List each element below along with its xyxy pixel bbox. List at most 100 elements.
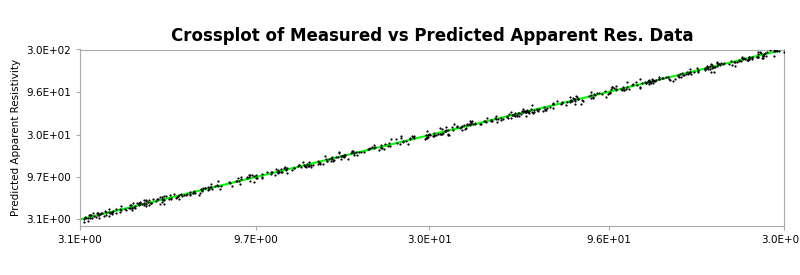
Point [364, 146, 377, 150]
Point [685, 72, 698, 76]
Point [643, 79, 656, 84]
Point [550, 99, 563, 103]
Point [763, 48, 776, 52]
Point [193, 193, 206, 197]
Point [522, 110, 534, 114]
Point [204, 185, 217, 189]
Point [420, 136, 433, 140]
Point [564, 99, 577, 104]
Point [626, 81, 639, 86]
Point [293, 162, 306, 167]
Point [610, 84, 622, 89]
Point [376, 145, 389, 150]
Point [132, 200, 145, 205]
Point [618, 87, 630, 92]
Point [439, 129, 452, 133]
Point [513, 111, 526, 116]
Point [454, 126, 466, 130]
Point [177, 193, 190, 197]
Point [158, 198, 170, 202]
Point [311, 162, 324, 166]
Point [478, 119, 491, 123]
Point [394, 136, 407, 141]
Point [519, 110, 532, 114]
Point [420, 133, 433, 137]
Point [379, 142, 392, 147]
Point [456, 123, 469, 128]
Point [102, 210, 115, 214]
Point [547, 106, 560, 110]
Point [712, 62, 725, 66]
Point [577, 99, 590, 103]
Point [106, 210, 118, 214]
Point [754, 50, 766, 54]
Point [375, 145, 388, 150]
Point [469, 121, 482, 125]
Point [234, 182, 247, 186]
Point [299, 164, 312, 169]
Point [756, 56, 769, 60]
Point [538, 106, 551, 111]
Point [110, 210, 122, 215]
Point [678, 73, 690, 77]
Point [335, 153, 348, 158]
Point [434, 131, 446, 136]
Point [705, 70, 718, 74]
Point [735, 59, 748, 63]
Point [106, 209, 119, 213]
Point [433, 126, 446, 130]
Point [114, 210, 126, 214]
Point [179, 193, 192, 197]
Point [518, 109, 530, 113]
Point [187, 191, 200, 196]
Point [325, 159, 338, 163]
Point [98, 213, 110, 218]
Point [454, 124, 467, 129]
Point [531, 108, 544, 112]
Point [156, 195, 169, 200]
Point [691, 69, 704, 73]
Point [502, 116, 514, 120]
Point [537, 108, 550, 113]
Point [347, 152, 360, 157]
Point [321, 159, 334, 163]
Point [145, 201, 158, 205]
Point [736, 56, 749, 60]
Point [223, 180, 236, 184]
Point [708, 65, 721, 70]
Point [650, 78, 662, 82]
Point [301, 164, 314, 169]
Point [727, 60, 740, 64]
Point [533, 107, 546, 111]
Point [504, 116, 517, 120]
Point [606, 85, 618, 89]
Point [95, 211, 108, 215]
Point [585, 96, 598, 100]
Point [489, 116, 502, 120]
Point [85, 213, 98, 217]
Point [407, 134, 420, 138]
Point [646, 78, 659, 82]
Point [288, 166, 301, 170]
Point [338, 153, 350, 158]
Point [145, 201, 158, 205]
Point [526, 103, 538, 107]
Point [602, 92, 615, 96]
Point [754, 51, 767, 55]
Point [691, 70, 704, 75]
Point [622, 87, 635, 91]
Point [768, 47, 781, 51]
Point [403, 137, 416, 142]
Point [486, 119, 498, 123]
Point [743, 55, 756, 59]
Point [587, 95, 600, 100]
Point [195, 189, 208, 193]
Point [522, 111, 535, 116]
Point [330, 155, 342, 159]
Point [478, 119, 490, 123]
Point [616, 88, 629, 93]
Point [522, 109, 535, 113]
Point [626, 83, 638, 87]
Point [270, 167, 282, 172]
Point [642, 78, 655, 82]
